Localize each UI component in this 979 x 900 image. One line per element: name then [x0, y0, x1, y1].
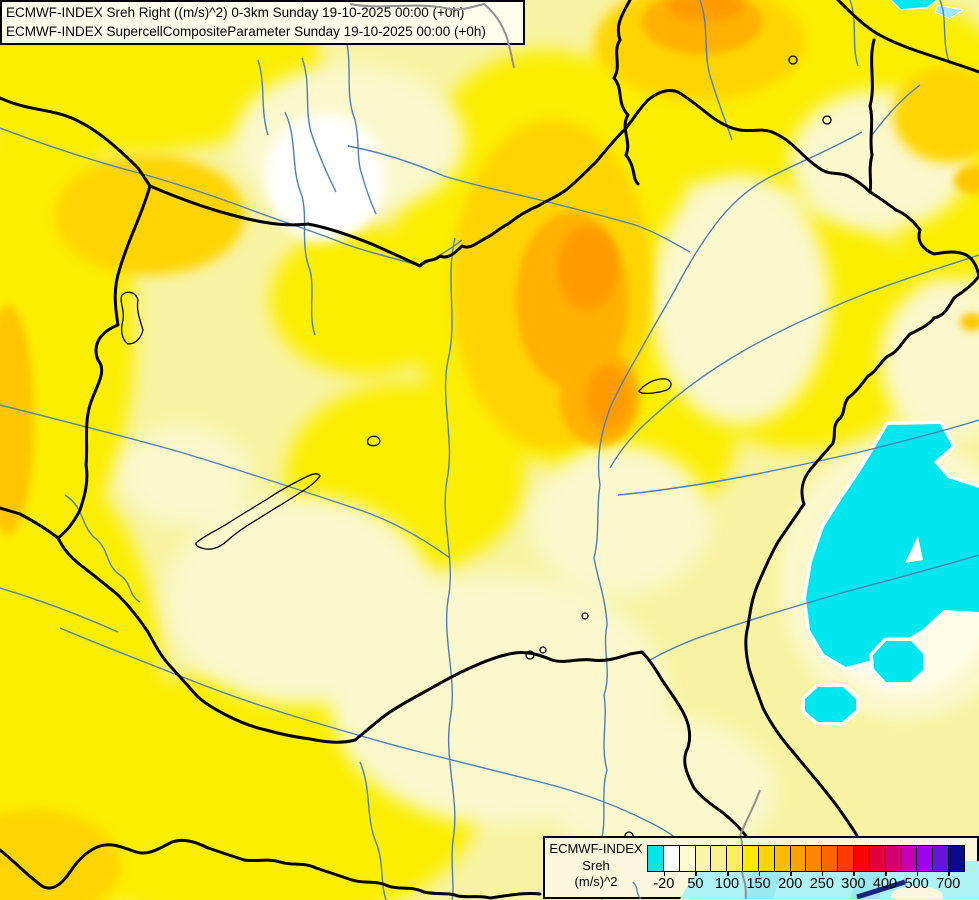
legend-box: ECMWF-INDEX Sreh (m/s)^2 -20 50 100 150 200 2…: [543, 836, 979, 899]
legend-cell-18: [932, 846, 949, 871]
border-austria-czech: [0, 96, 152, 188]
small-lake-6: [822, 115, 832, 125]
legend-tickmark: [790, 871, 792, 876]
legend-parameter-label: ECMWF-INDEX Sreh (m/s)^2: [545, 841, 647, 891]
legend-tickmark: [663, 871, 666, 876]
legend-tick-label: 500: [904, 876, 929, 892]
sajo-river: [347, 145, 691, 253]
hron-river: [284, 111, 316, 336]
small-lake-3: [581, 612, 589, 620]
maros-river: [649, 554, 979, 661]
lake-tisza: [638, 378, 672, 395]
legend-tick-label: -20: [653, 876, 675, 892]
legend-cell-9: [789, 846, 806, 871]
raba-river: [0, 404, 451, 559]
legend-cell-1: [662, 846, 679, 871]
lakes: [120, 55, 832, 841]
border-ukraine-northeast: [836, 0, 979, 74]
legend-tick-label: 400: [872, 876, 898, 892]
legend-tick-label: 200: [778, 876, 803, 892]
legend-cell-0: [648, 846, 663, 871]
legend-tick-label: 700: [936, 876, 961, 892]
watermark-navy-stroke: [856, 879, 906, 899]
legend-cell-16: [900, 846, 917, 871]
legend-cell-13: [852, 846, 869, 871]
legend-cell-3: [694, 846, 711, 871]
legend-colorbar: [647, 845, 965, 872]
cyan-patch-hex-2: [801, 683, 860, 726]
legend-ticks: -20 50 100 150 200 250 300 400 500 700: [647, 871, 965, 897]
legend-tick-label: 150: [746, 876, 771, 892]
legend-cell-19: [948, 846, 964, 871]
lake-ferto: [120, 291, 144, 345]
legend-tickmark: [916, 871, 919, 876]
legend-tickmark: [821, 871, 824, 876]
legend-cell-6: [742, 846, 758, 871]
legend-cell-17: [916, 846, 933, 871]
legend-tickmark: [695, 871, 697, 876]
border-austria-hungary: [0, 184, 152, 540]
border-hungary-slovakia: [148, 88, 872, 268]
legend-cell-5: [726, 846, 743, 871]
bodrog-river: [699, 0, 733, 141]
tisza-river: [593, 131, 863, 900]
kapos-river: [359, 761, 387, 900]
legend-tick-label: 100: [714, 876, 740, 892]
danube-river-south: [444, 237, 456, 900]
legend-label-line-1: ECMWF-INDEX: [549, 841, 643, 856]
legend-tickmark: [727, 871, 729, 876]
cyan-patch-hex-1: [869, 637, 927, 686]
legend-cell-11: [821, 846, 838, 871]
koros-river-1: [609, 254, 979, 469]
legend-tickmark: [758, 871, 761, 876]
border-hungary-romania: [744, 190, 979, 838]
legend-label-line-2: Sreh: [582, 857, 610, 873]
legend-cell-7: [757, 846, 774, 871]
legend-cell-14: [868, 846, 885, 871]
title-line-1: ECMWF-INDEX Sreh Right ((m/s)^2) 0-3km S…: [6, 5, 465, 20]
border-czech-slovak: [612, 0, 640, 186]
gray-river-segment: [739, 789, 761, 837]
ne-river-2: [939, 0, 951, 65]
ne-river-1: [849, 0, 859, 67]
cyan-patch-top-sliver: [890, 0, 938, 11]
legend-cell-8: [773, 846, 790, 871]
zala-river: [64, 494, 141, 603]
legend-tickmark: [885, 871, 887, 876]
watermark-cream-blob: [891, 886, 943, 899]
legend-label-line-3: (m/s)^2: [574, 874, 618, 889]
border-croatia-bosnia: [0, 838, 542, 900]
cyan-patch-hole: [905, 536, 923, 563]
szamos-river: [871, 84, 921, 136]
title-box: ECMWF-INDEX Sreh Right ((m/s)^2) 0-3km S…: [0, 0, 525, 45]
border-slovakia-ukraine: [868, 38, 876, 194]
legend-cell-4: [710, 846, 727, 871]
small-lake-2: [539, 646, 547, 654]
nitra-river: [301, 57, 337, 193]
negative-helicity-cyan-patches: [801, 0, 979, 726]
small-lake-5: [788, 55, 798, 65]
legend-cell-10: [805, 846, 822, 871]
border-hungary-croatia: [56, 536, 748, 838]
legend-cell-15: [884, 846, 901, 871]
legend-tickmark: [948, 871, 950, 876]
legend-tick-label: 250: [809, 876, 834, 892]
legend-tick-label: 50: [687, 876, 704, 892]
koros-river-2: [617, 419, 979, 496]
lake-balaton: [195, 473, 321, 550]
legend-cell-2: [678, 846, 695, 871]
vah-river: [346, 43, 377, 215]
ipel-river: [257, 59, 269, 136]
legend-cell-12: [837, 846, 853, 871]
mura-river: [0, 587, 119, 633]
legend-tick-label: 300: [841, 876, 866, 892]
legend-blue-river: [632, 881, 642, 899]
title-line-2: ECMWF-INDEX SupercellCompositeParameter …: [6, 24, 486, 39]
legend-tickmark: [853, 871, 855, 876]
lake-velence: [366, 435, 381, 447]
